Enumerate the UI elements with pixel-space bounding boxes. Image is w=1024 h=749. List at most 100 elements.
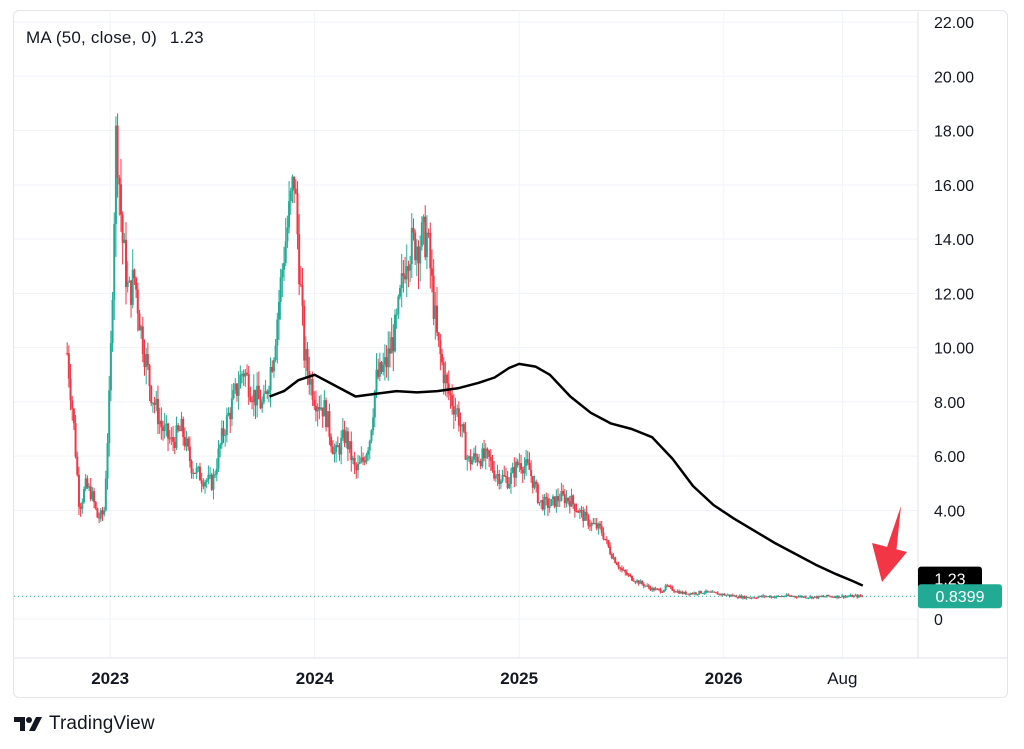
candle-body <box>696 593 699 595</box>
candle-body <box>531 475 534 488</box>
candle-body <box>323 400 326 417</box>
candle-body <box>780 596 783 598</box>
candle-body <box>741 596 744 599</box>
candle-body <box>752 597 755 599</box>
candle-body <box>331 446 334 455</box>
candle-body <box>106 443 109 479</box>
candle-body <box>520 463 523 470</box>
candle-body <box>101 510 104 515</box>
candle-body <box>715 592 718 594</box>
y-tick-label: 4.00 <box>934 503 965 520</box>
candle-body <box>175 425 178 448</box>
candle-body <box>380 362 383 372</box>
candle-body <box>674 591 677 593</box>
candle-body <box>558 500 561 502</box>
candle-body <box>432 275 435 319</box>
candle-body <box>451 395 454 407</box>
grid-layer <box>14 12 918 658</box>
candle-body <box>842 595 845 598</box>
candle-body <box>794 596 797 598</box>
candle-body <box>192 472 195 474</box>
candle-body <box>641 581 644 584</box>
candle-body <box>516 461 519 466</box>
candle-body <box>488 450 491 457</box>
candle-body <box>289 190 292 202</box>
candle-body <box>667 585 670 587</box>
candle-body <box>778 596 781 598</box>
candle-body <box>476 456 479 462</box>
candle-body <box>568 500 571 507</box>
candle-body <box>205 480 208 483</box>
candle-body <box>109 343 112 391</box>
candle-body <box>346 431 349 450</box>
last-price-tag <box>918 584 1002 609</box>
candle-body <box>138 313 141 331</box>
candle-body <box>148 365 151 386</box>
ma-legend[interactable]: MA (50, close, 0) 1.23 <box>26 28 204 48</box>
y-tick-label: 12.00 <box>934 286 974 303</box>
candle-body <box>770 596 773 598</box>
candle-body <box>792 596 795 598</box>
candle-body <box>743 596 746 599</box>
candle-body <box>247 374 250 398</box>
candle-body <box>314 406 317 412</box>
candle-body <box>748 597 751 599</box>
candle-body <box>404 275 407 280</box>
candle-body <box>481 448 484 467</box>
candle-body <box>140 326 143 331</box>
candle-body <box>805 597 808 599</box>
candle-body <box>462 424 465 432</box>
candle-body <box>390 337 393 354</box>
candle-body <box>434 305 437 319</box>
candle-body <box>313 399 316 407</box>
candle-body <box>153 402 156 405</box>
candle-body <box>217 448 220 469</box>
candle-body <box>452 406 455 415</box>
candle-body <box>427 232 430 234</box>
candle-body <box>615 562 618 565</box>
candle-body <box>81 502 84 509</box>
candle-body <box>269 367 272 391</box>
candle-body <box>288 201 291 228</box>
candle-body <box>252 389 255 403</box>
candle-body <box>827 594 830 597</box>
tradingview-brand[interactable]: TradingView <box>14 712 155 736</box>
candle-body <box>819 595 822 597</box>
candle-body <box>301 285 304 306</box>
x-tick-label: Aug <box>827 669 857 688</box>
candle-body <box>298 234 301 285</box>
candle-body <box>659 589 662 592</box>
candle-body <box>225 415 228 435</box>
candle-body <box>412 227 415 233</box>
candle-body <box>464 431 467 460</box>
candle-body <box>383 357 386 365</box>
candle-body <box>335 445 338 453</box>
candle-body <box>219 444 222 449</box>
candle-body <box>360 457 363 463</box>
candle-body <box>436 305 439 333</box>
candle-body <box>521 469 524 474</box>
candle-body <box>84 478 87 490</box>
candle-body <box>333 452 336 455</box>
candle-body <box>353 457 356 466</box>
candle-body <box>197 466 200 468</box>
y-tick-label: 8.00 <box>934 395 965 412</box>
candle-body <box>479 461 482 467</box>
candle-body <box>125 239 128 288</box>
candle-body <box>785 594 788 597</box>
candle-body <box>525 459 528 467</box>
candle-body <box>671 586 674 591</box>
candle-body <box>563 494 566 504</box>
candle-body <box>545 496 548 499</box>
candle-body <box>491 460 494 471</box>
candle-body <box>656 588 659 590</box>
candle-body <box>239 374 242 388</box>
candle-body <box>472 453 475 460</box>
candle-body <box>738 595 741 598</box>
candle-body <box>624 570 627 573</box>
candle-body <box>762 595 765 597</box>
arrow-head-icon <box>872 543 907 582</box>
candle-body <box>483 448 486 459</box>
candle-body <box>429 232 432 269</box>
